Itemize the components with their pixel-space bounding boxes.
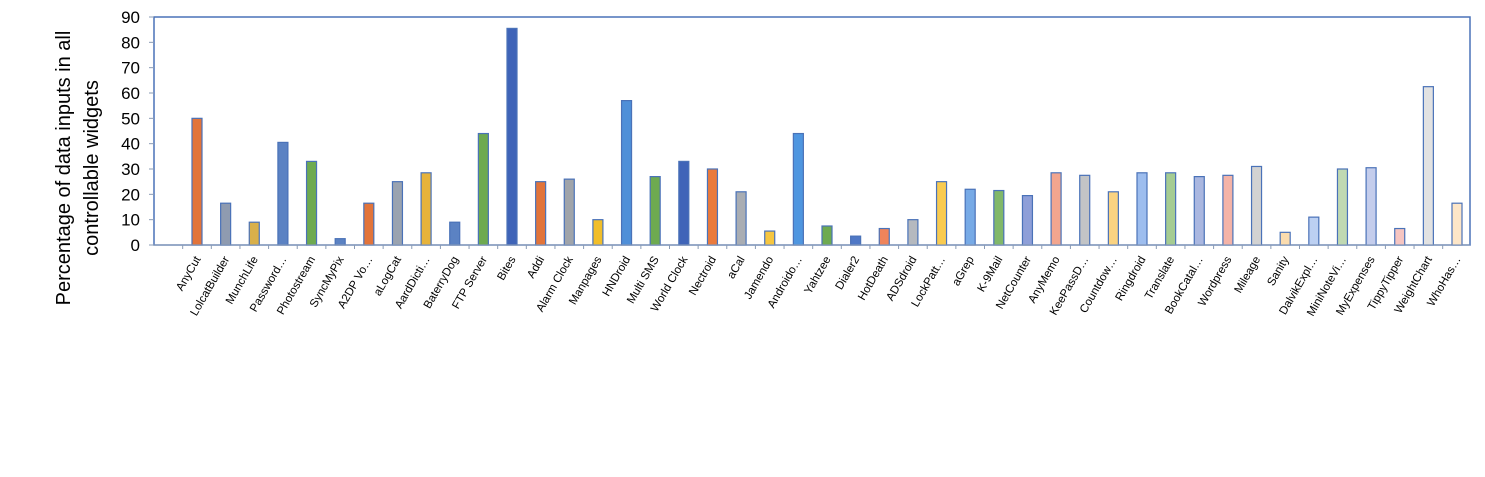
bar: [1050, 172, 1062, 246]
bar: [821, 225, 833, 246]
y-tick-label: 40: [121, 135, 140, 154]
y-tick-label: 10: [121, 211, 140, 230]
x-tick-label: aGrep: [950, 255, 976, 289]
y-tick-label: 80: [121, 33, 140, 52]
bar: [1193, 176, 1205, 246]
bar: [1336, 168, 1349, 246]
x-tick-label: Sanity: [1265, 254, 1291, 288]
x-tick-label: Yahtzee: [803, 255, 834, 297]
y-tick-label: 90: [121, 8, 140, 27]
bar: [1451, 202, 1463, 246]
bar: [277, 141, 289, 246]
bar: [1422, 86, 1434, 246]
bar: [1079, 174, 1091, 246]
x-tick-label: HNDroid: [601, 255, 633, 299]
bar: [1222, 174, 1234, 246]
bar: [735, 191, 747, 246]
bar: [792, 132, 804, 246]
x-tick-label: aLogCat: [372, 254, 405, 298]
bar: [305, 160, 318, 246]
y-tick-label: 50: [121, 109, 140, 128]
y-axis-title-line-2: controllable widgets: [81, 80, 103, 256]
bar: [1107, 191, 1119, 246]
x-tick-label: Addi: [525, 255, 547, 281]
bar: [563, 178, 575, 246]
x-axis: AnyCutLolcatBuilderMunchLifePassword…Pho…: [174, 245, 1464, 318]
bar: [764, 230, 776, 246]
bar: [878, 227, 890, 246]
bar: [1279, 231, 1291, 246]
bar: [191, 117, 203, 246]
bar: [1394, 227, 1406, 246]
bar: [678, 160, 690, 246]
bar: [1021, 195, 1034, 246]
y-axis-title-line-1: Percentage of data inputs in all: [53, 31, 75, 306]
bar: [592, 219, 604, 246]
y-tick-label: 30: [121, 160, 140, 179]
x-tick-label: K-9Mail: [976, 255, 1006, 295]
bar: [1165, 172, 1177, 246]
y-tick-label: 0: [131, 236, 140, 255]
bar: [1250, 165, 1263, 246]
bar: [449, 221, 461, 246]
bar: [1308, 216, 1320, 246]
bar: [620, 99, 633, 246]
plot-area-frame: [153, 16, 1471, 246]
x-tick-label: Dialer2: [834, 255, 863, 293]
bar: [706, 168, 719, 246]
x-tick-label: Mileage: [1233, 255, 1264, 296]
bar: [907, 219, 919, 246]
bar: [1365, 167, 1377, 246]
y-tick-label: 60: [121, 84, 140, 103]
bar: [334, 238, 346, 246]
y-tick-label: 70: [121, 59, 140, 78]
bar: [248, 221, 260, 246]
x-tick-label: Nectroid: [687, 255, 719, 298]
bar: [363, 202, 375, 246]
bar: [649, 176, 661, 246]
x-tick-label: AnyCut: [174, 254, 204, 293]
bar: [506, 27, 518, 246]
bar: [964, 188, 976, 246]
bar: [391, 181, 404, 246]
x-tick-label: Bites: [495, 254, 518, 282]
bar: [220, 202, 232, 246]
bar: [935, 181, 948, 246]
y-tick-label: 20: [121, 185, 140, 204]
bar: [850, 235, 862, 246]
bar: [993, 189, 1005, 246]
bar: [535, 181, 547, 246]
x-tick-label: aCal: [725, 255, 747, 281]
bar: [1136, 172, 1148, 246]
bar-series: [191, 27, 1463, 246]
bar: [420, 172, 432, 246]
y-axis: 0 10 20 30 40 50 60 70 80 90: [121, 8, 154, 255]
bar: [477, 132, 489, 246]
